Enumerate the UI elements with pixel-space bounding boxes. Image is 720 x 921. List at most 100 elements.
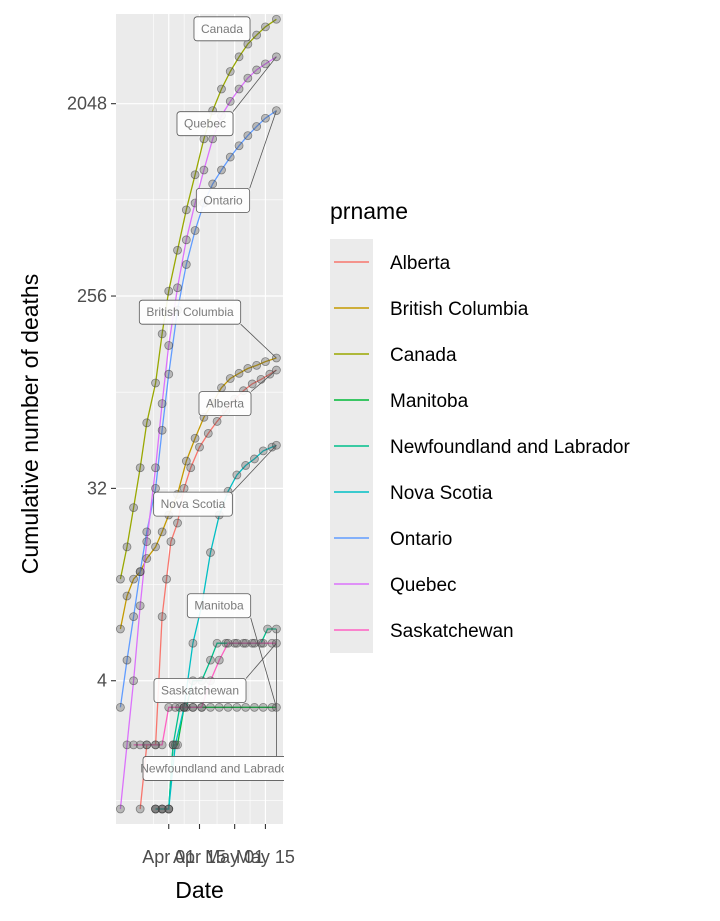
data-point: [199, 165, 209, 175]
data-point: [166, 537, 176, 547]
data-point: [250, 702, 259, 712]
x-tick-label: May 01: [205, 847, 264, 867]
data-point: [173, 518, 182, 528]
series-label-leader: [232, 56, 277, 112]
series-label-leader: [250, 369, 277, 392]
data-point: [181, 456, 191, 466]
data-point: [214, 655, 224, 665]
data-point: [223, 702, 233, 712]
data-point: [190, 170, 200, 180]
data-point: [173, 245, 182, 255]
data-point: [267, 442, 277, 452]
data-point: [225, 374, 235, 383]
legend-label: Quebec: [390, 575, 457, 596]
series-label-box: [193, 16, 251, 42]
data-point: [135, 601, 145, 611]
series-label-leader: [249, 110, 277, 189]
data-point: [129, 574, 138, 584]
data-point: [250, 454, 259, 464]
data-point: [258, 446, 268, 456]
series-label-leader: [232, 444, 277, 493]
y-axis: 4 32 256 2048: [67, 94, 116, 691]
series-label-box: [176, 111, 234, 137]
x-tick-label: Apr 15: [173, 847, 226, 867]
data-point: [115, 804, 125, 814]
legend: prname Alberta British Columbia Canada Mani…: [330, 198, 630, 653]
data-point: [217, 165, 226, 175]
series-label: Nova Scotia: [153, 444, 277, 517]
data-point: [157, 740, 167, 750]
data-point: [225, 67, 235, 76]
data-point: [223, 638, 233, 648]
data-point: [162, 574, 171, 584]
series-label-box: [138, 299, 242, 325]
data-point: [208, 179, 218, 189]
data-point: [214, 702, 224, 712]
data-point: [151, 740, 160, 750]
legend-label: Alberta: [390, 253, 451, 274]
series-label-text: Ontario: [203, 193, 243, 207]
series-line: [119, 357, 277, 630]
data-point: [142, 418, 152, 428]
legend-item: Ontario: [330, 515, 452, 561]
data-point: [164, 804, 174, 814]
series-label-text: British Columbia: [146, 305, 234, 319]
series-label: Canada: [193, 16, 251, 42]
data-point: [157, 329, 167, 339]
data-point: [151, 483, 160, 493]
series-line: [119, 110, 277, 708]
data-point: [188, 702, 198, 712]
data-point: [261, 113, 270, 123]
data-point: [188, 638, 198, 648]
data-point: [212, 417, 222, 426]
x-tick-label: May 15: [236, 847, 295, 867]
data-point: [272, 14, 281, 24]
data-point: [157, 527, 167, 537]
series-label: Manitoba: [186, 593, 277, 708]
data-point: [115, 702, 125, 712]
data-point: [122, 591, 132, 601]
data-point: [258, 638, 268, 648]
data-point: [179, 702, 189, 712]
series-line: [119, 18, 277, 580]
series-label-box: [153, 678, 247, 703]
data-point: [232, 470, 242, 480]
data-point: [129, 740, 138, 750]
series-label: Saskatchewan: [153, 642, 277, 703]
legend-item: Newfoundland and Labrador: [330, 423, 630, 469]
y-tick-label: 2048: [67, 94, 107, 114]
data-point: [217, 84, 226, 94]
data-point: [122, 740, 132, 750]
data-point: [142, 537, 152, 547]
data-point: [243, 131, 253, 141]
legend-item: Alberta: [330, 239, 451, 285]
data-point: [151, 804, 160, 814]
data-point: [157, 399, 167, 409]
data-point: [217, 383, 226, 393]
data-point: [129, 612, 138, 622]
legend-label: British Columbia: [390, 299, 529, 320]
data-point: [225, 152, 235, 162]
series-label-text: Newfoundland and Labrador: [140, 761, 291, 775]
series-labels: Alberta British Columbia Canada Manitoba New…: [138, 16, 291, 781]
legend-item: Nova Scotia: [330, 469, 493, 515]
legend-item: Quebec: [330, 561, 457, 607]
data-point: [261, 22, 270, 32]
data-point: [261, 59, 270, 69]
data-point: [252, 122, 262, 131]
series-label-box: [195, 187, 251, 213]
data-point: [243, 73, 253, 83]
data-point: [247, 638, 257, 648]
data-point: [197, 702, 207, 712]
series-line: [139, 369, 277, 810]
legend-item: British Columbia: [330, 285, 529, 331]
series-label-leader: [240, 323, 277, 359]
series-line: [133, 642, 277, 746]
series-label: British Columbia: [138, 299, 277, 359]
data-point: [234, 52, 244, 62]
series-lines: [119, 18, 277, 810]
data-point: [261, 357, 270, 367]
data-point: [243, 364, 253, 373]
data-point: [195, 442, 204, 452]
